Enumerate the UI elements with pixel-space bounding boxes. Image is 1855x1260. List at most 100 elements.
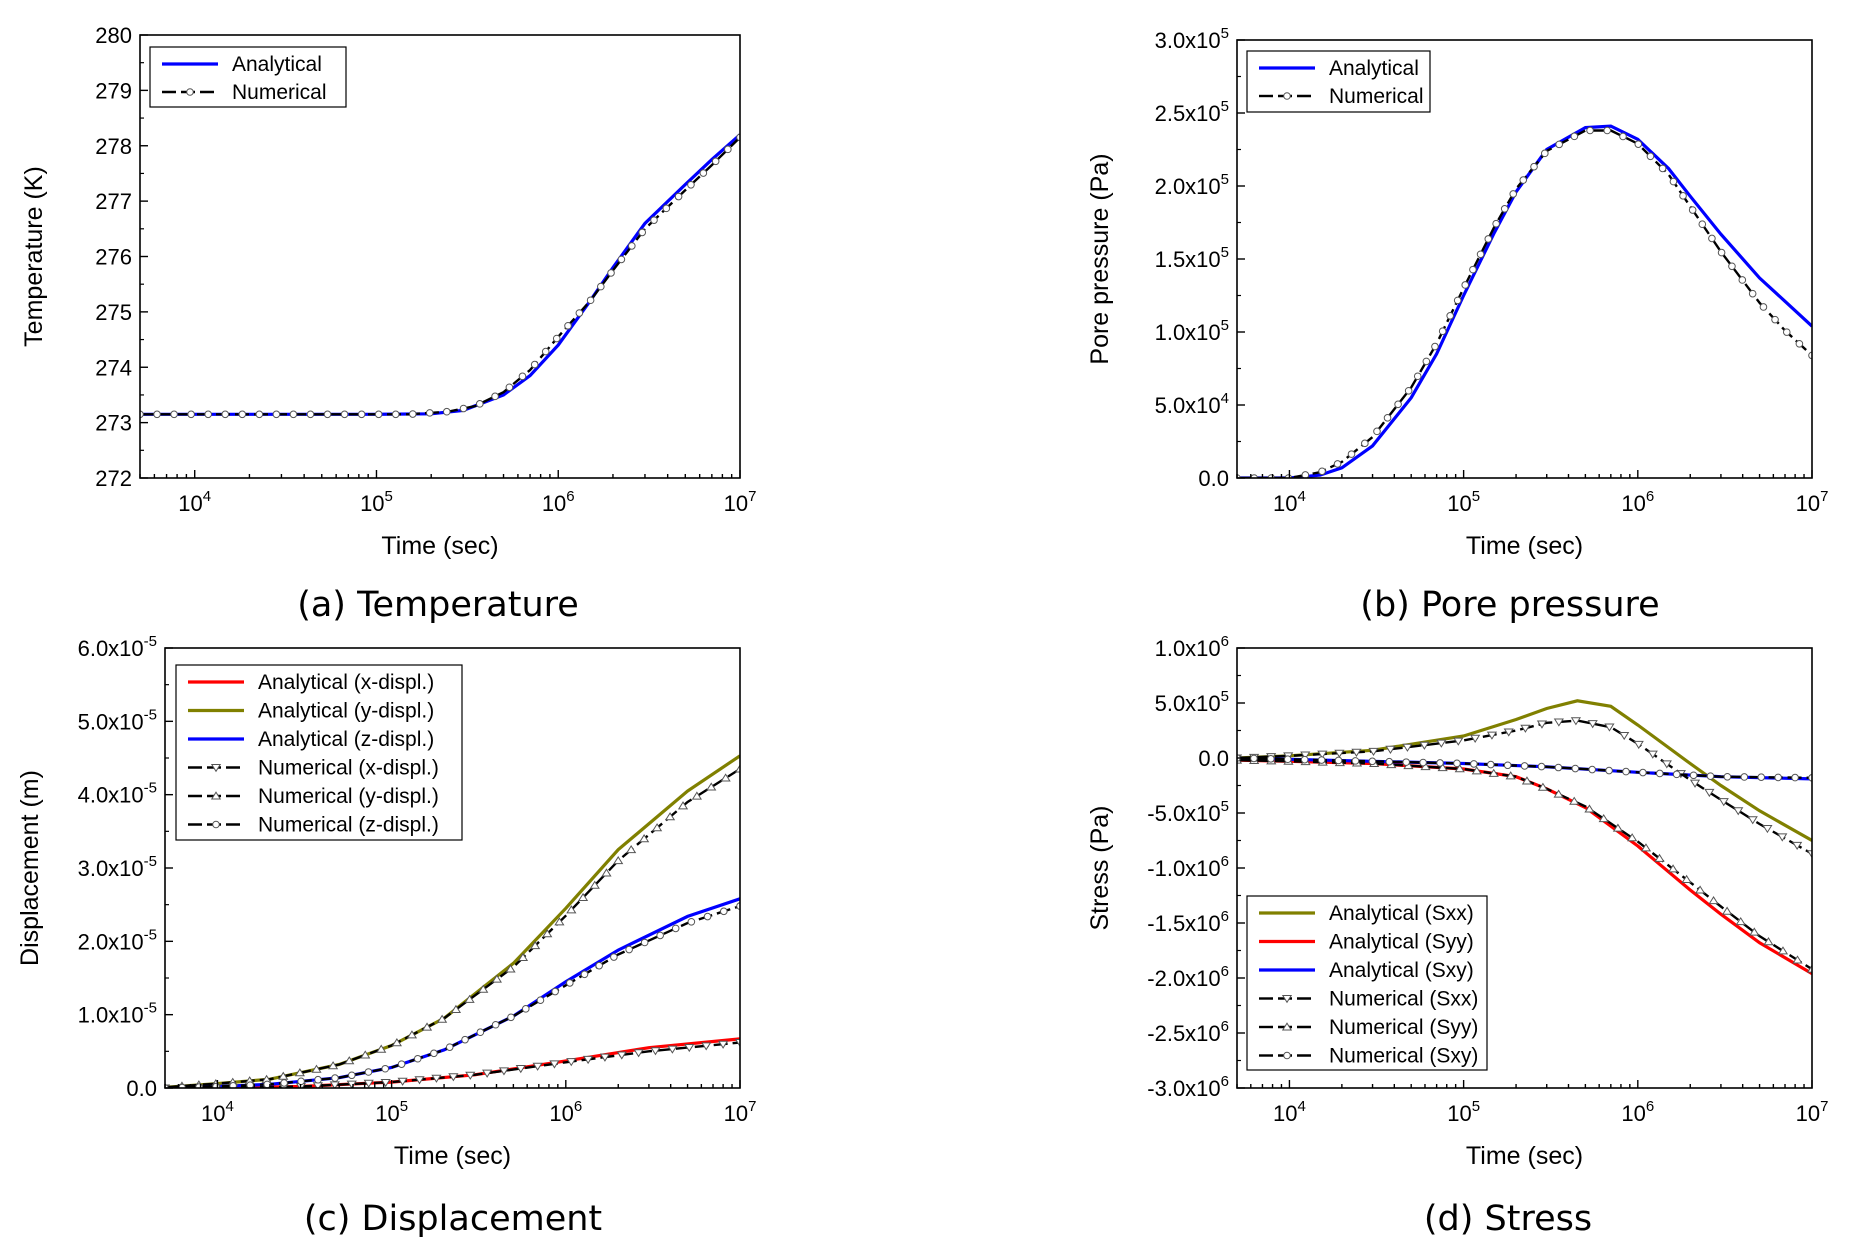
series-4-marker	[1471, 766, 1482, 775]
series-3-marker	[633, 1049, 644, 1058]
series-5-marker	[1655, 769, 1664, 778]
series-5-marker	[1588, 765, 1596, 774]
series-4-marker	[1521, 776, 1533, 785]
series-5-marker	[212, 1082, 220, 1088]
series-1-marker	[1492, 219, 1500, 228]
series-4-marker	[1640, 843, 1652, 852]
series-1-marker	[459, 404, 468, 413]
series-5-marker	[687, 917, 696, 926]
series-1-marker	[1404, 386, 1413, 395]
x-tick-label: 105	[360, 488, 393, 516]
series-5-marker	[1453, 759, 1461, 768]
x-axis-label: Time (sec)	[394, 1142, 511, 1170]
series-5-marker	[229, 1082, 237, 1088]
series-4-marker	[1763, 937, 1774, 946]
series-1-marker	[628, 242, 636, 250]
series-5-marker	[1250, 754, 1258, 763]
series-5-marker	[1317, 756, 1326, 764]
y-tick-label: -5.0x105	[1147, 798, 1229, 826]
series-4-marker	[1721, 906, 1733, 915]
y-tick-label: 274	[95, 355, 132, 380]
series-4-marker	[517, 952, 529, 962]
y-tick-label: 0.0	[1198, 746, 1229, 771]
series-1-marker	[1318, 467, 1326, 476]
series-3-marker	[650, 1047, 661, 1056]
legend-label-3: Numerical (x-displ.)	[258, 757, 439, 780]
series-5-marker	[1486, 760, 1495, 769]
y-tick-label: 3.0x10-5	[78, 853, 157, 881]
series-1-marker	[238, 410, 247, 419]
series-4-marker	[734, 764, 740, 773]
series-3-marker	[616, 1051, 627, 1060]
series-4-marker	[589, 880, 600, 889]
series-5-marker	[703, 912, 712, 921]
series-5-marker	[1267, 755, 1275, 763]
series-1-marker	[1738, 276, 1747, 284]
series-1-marker	[1669, 177, 1678, 186]
series-1-marker	[1431, 342, 1439, 351]
series-1-marker	[289, 410, 298, 419]
y-tick-label: -1.5x106	[1147, 908, 1229, 936]
series-3-marker	[1385, 745, 1396, 754]
series-3-marker	[1436, 739, 1447, 748]
x-tick-label: 107	[724, 1098, 757, 1126]
series-1-marker	[586, 296, 595, 305]
y-axis-label: Displacement (m)	[16, 770, 44, 966]
series-4-marker	[376, 1044, 387, 1053]
y-tick-label: 1.0x106	[1155, 633, 1229, 661]
series-1-marker	[374, 410, 383, 419]
legend-marker-1	[186, 88, 194, 96]
series-3-marker	[1419, 741, 1430, 750]
legend: Analytical (Sxx) Analytical (Syy) Analytic…	[1246, 895, 1488, 1071]
series-5-marker	[1554, 763, 1563, 772]
series-1-marker	[1237, 474, 1241, 478]
series-1-marker	[1484, 235, 1493, 243]
y-tick-label: 275	[95, 300, 132, 325]
y-tick-label: -2.0x106	[1147, 963, 1229, 991]
series-5-marker	[1537, 762, 1546, 771]
y-tick-label: 279	[95, 78, 132, 103]
series-3-marker	[1486, 731, 1498, 740]
series-4-marker	[626, 845, 637, 854]
series-3-marker	[1718, 798, 1729, 807]
series-5-marker	[580, 970, 589, 979]
legend-label-0: Analytical	[232, 53, 322, 76]
series-4-marker	[1667, 864, 1679, 873]
panel-caption: (d) Stress	[1424, 1199, 1592, 1239]
series-3-marker	[414, 1076, 425, 1085]
series-1-marker	[1540, 149, 1549, 158]
series-1-marker	[1771, 315, 1779, 324]
series-1-marker	[140, 410, 144, 419]
series-5-marker	[625, 945, 633, 954]
series-1-marker	[1500, 205, 1509, 213]
series-3-marker	[684, 1043, 695, 1053]
series-5-marker	[1520, 762, 1529, 770]
series-3-marker	[465, 1071, 476, 1080]
series-4-marker	[613, 855, 624, 865]
series-1-marker	[1347, 450, 1356, 458]
series-3-marker	[498, 1067, 510, 1076]
x-tick-label: 105	[375, 1098, 408, 1126]
legend-label-1: Numerical	[232, 81, 327, 104]
legend-label-1: Analytical (y-displ.)	[258, 700, 434, 723]
series-5-marker	[1774, 773, 1782, 782]
series-1-marker	[1373, 427, 1381, 436]
series-5-marker	[1368, 757, 1377, 766]
series-1-marker	[1708, 234, 1716, 243]
series-3-marker	[1619, 731, 1630, 741]
series-4-marker	[1569, 796, 1580, 805]
series-4-marker	[391, 1038, 402, 1047]
x-tick-label: 107	[1796, 488, 1829, 516]
series-5-marker	[671, 924, 680, 933]
series-1-marker	[1698, 220, 1707, 229]
series-3-marker	[1792, 841, 1803, 850]
series-5-marker	[331, 1074, 339, 1082]
plot-area-series	[140, 133, 740, 419]
x-tick-label: 104	[178, 488, 211, 516]
series-4-marker	[1777, 946, 1789, 955]
series-1-marker	[1422, 357, 1431, 366]
series-3-marker	[431, 1074, 442, 1083]
series-1-marker	[564, 321, 572, 330]
series-3-marker	[701, 1042, 712, 1051]
y-tick-label: 0.0	[1198, 466, 1229, 491]
